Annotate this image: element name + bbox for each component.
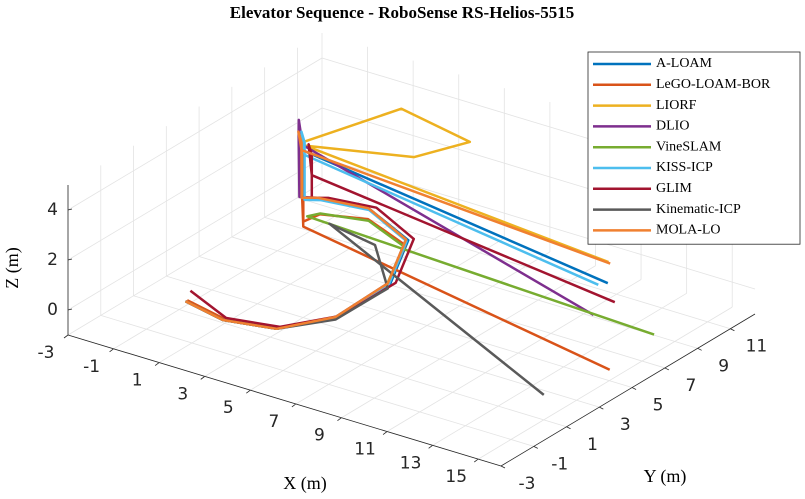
- legend-label: DLIO: [656, 119, 689, 134]
- z-tick-label: 4: [47, 200, 58, 220]
- z-axis-label: Z (m): [2, 247, 23, 288]
- y-tick-label: 5: [653, 396, 664, 416]
- tick-mark: [63, 334, 69, 339]
- tick-mark: [500, 465, 506, 469]
- x-tick-label: 1: [132, 371, 143, 391]
- grid-line: [113, 196, 368, 350]
- x-tick-label: 3: [177, 384, 188, 404]
- grid-line: [67, 157, 323, 311]
- legend-label: VineSLAM: [656, 139, 722, 154]
- legend-label: LeGO-LOAM-BOR: [656, 77, 771, 92]
- legend-label: KISS-ICP: [656, 160, 713, 175]
- tick-mark: [200, 376, 205, 380]
- z-tick-label: 0: [47, 300, 58, 320]
- x-axis-label: X (m): [283, 473, 327, 494]
- grid-line: [100, 315, 534, 447]
- grid-line: [432, 292, 687, 446]
- tick-mark: [473, 458, 479, 463]
- grid-line: [204, 224, 459, 377]
- axis-line: [67, 334, 502, 467]
- grid-line: [133, 295, 567, 428]
- x-tick-label: -3: [38, 343, 55, 363]
- grid-line: [478, 306, 733, 460]
- tick-mark: [599, 406, 604, 410]
- legend-label: Kinematic-ICP: [656, 202, 741, 217]
- tick-mark: [697, 347, 702, 351]
- y-tick-label: 3: [620, 415, 631, 435]
- tick-mark: [730, 328, 735, 332]
- tick-mark: [67, 208, 73, 211]
- tick-mark: [664, 367, 670, 371]
- tick-mark: [67, 258, 73, 261]
- tick-mark: [631, 387, 637, 390]
- tick-mark: [67, 308, 73, 311]
- trajectory-line: [184, 130, 611, 331]
- legend-label: MOLA-LO: [656, 223, 721, 238]
- plot-lines: [184, 107, 655, 396]
- x-tick-label: 11: [354, 440, 376, 460]
- tick-mark: [154, 362, 160, 366]
- tick-mark: [533, 446, 538, 449]
- legend-label: GLIM: [656, 181, 692, 196]
- grid-line: [166, 275, 600, 408]
- grid-line: [295, 251, 551, 405]
- y-tick-label: 7: [685, 376, 696, 396]
- legend-label: LIORF: [656, 98, 697, 113]
- grid-line: [198, 256, 633, 388]
- y-tick-label: 9: [718, 356, 729, 376]
- tick-mark: [109, 348, 114, 353]
- x-tick-label: 9: [314, 426, 325, 446]
- tick-mark: [291, 403, 297, 408]
- y-axis-label: Y (m): [644, 466, 687, 487]
- x-tick-label: -1: [83, 357, 100, 377]
- grid-line: [67, 57, 323, 211]
- grid-line: [231, 236, 665, 369]
- grid-line: [250, 237, 505, 391]
- y-tick-label: 1: [587, 435, 598, 455]
- y-tick-label: -1: [551, 454, 568, 474]
- x-tick-label: 15: [445, 467, 467, 487]
- y-tick-label: -3: [519, 474, 536, 494]
- grid-line: [386, 279, 642, 432]
- tick-mark: [246, 389, 251, 394]
- tick-mark: [566, 426, 571, 430]
- grid-line: [264, 216, 698, 349]
- y-tick-label: 11: [746, 337, 768, 357]
- axis-line: [500, 313, 756, 467]
- legend: A-LOAM LeGO-LOAM-BOR LIORF DLIO VineSLAM KISS…: [587, 51, 801, 245]
- x-tick-label: 5: [223, 398, 234, 418]
- tick-mark: [382, 431, 388, 435]
- x-tick-label: 7: [268, 412, 279, 432]
- z-tick-label: 2: [47, 250, 58, 270]
- legend-label: A-LOAM: [656, 56, 713, 71]
- tick-mark: [337, 417, 342, 422]
- grid-line: [67, 107, 323, 261]
- tick-mark: [428, 444, 433, 449]
- grid-line: [67, 182, 323, 336]
- chart-title: Elevator Sequence - RoboSense RS-Helios-…: [230, 3, 574, 22]
- x-tick-label: 13: [400, 453, 422, 473]
- grid-line: [158, 210, 414, 363]
